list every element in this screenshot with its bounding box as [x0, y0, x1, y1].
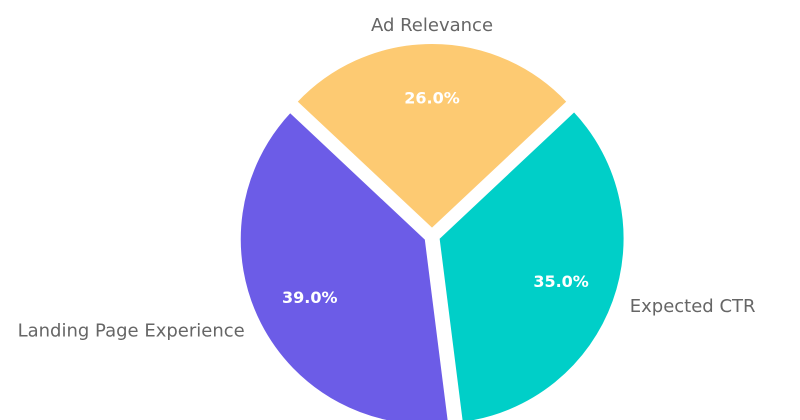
- pct-label: 35.0%: [533, 272, 589, 291]
- pie-slice: [294, 42, 570, 231]
- pie-slice: [238, 110, 450, 420]
- slice-label: Expected CTR: [630, 296, 756, 317]
- slice-label: Ad Relevance: [371, 15, 493, 36]
- pct-label: 39.0%: [282, 288, 338, 307]
- pct-label: 26.0%: [404, 88, 460, 107]
- slice-label: Landing Page Experience: [18, 320, 245, 341]
- pie-slice: [437, 109, 626, 420]
